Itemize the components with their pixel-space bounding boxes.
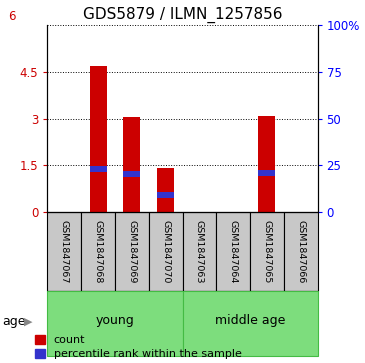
Bar bbox=[216, 212, 250, 291]
Bar bbox=[123, 117, 140, 212]
Legend: count, percentile rank within the sample: count, percentile rank within the sample bbox=[35, 335, 242, 359]
Text: GSM1847068: GSM1847068 bbox=[93, 220, 103, 283]
Bar bbox=[284, 212, 318, 291]
Bar bbox=[258, 116, 275, 212]
Text: ▶: ▶ bbox=[24, 316, 32, 326]
Text: GSM1847064: GSM1847064 bbox=[228, 220, 238, 283]
Text: GSM1847070: GSM1847070 bbox=[161, 220, 170, 283]
Text: GSM1847063: GSM1847063 bbox=[195, 220, 204, 284]
Bar bbox=[182, 212, 216, 291]
Bar bbox=[81, 212, 115, 291]
Bar bbox=[149, 212, 182, 291]
Text: age: age bbox=[2, 315, 25, 328]
Bar bbox=[250, 212, 284, 291]
Text: middle age: middle age bbox=[215, 314, 285, 327]
Bar bbox=[47, 291, 182, 356]
Bar bbox=[157, 168, 174, 212]
Bar bbox=[90, 66, 107, 212]
Bar bbox=[47, 212, 81, 291]
Bar bbox=[258, 170, 275, 176]
Bar bbox=[182, 291, 318, 356]
Bar bbox=[157, 192, 174, 198]
Text: young: young bbox=[96, 314, 134, 327]
Bar bbox=[123, 171, 140, 177]
Bar bbox=[90, 166, 107, 172]
Text: GSM1847066: GSM1847066 bbox=[296, 220, 305, 283]
Text: GSM1847069: GSM1847069 bbox=[127, 220, 137, 283]
Bar bbox=[115, 212, 149, 291]
Text: GSM1847065: GSM1847065 bbox=[262, 220, 272, 283]
Title: GDS5879 / ILMN_1257856: GDS5879 / ILMN_1257856 bbox=[83, 7, 282, 23]
Text: GSM1847067: GSM1847067 bbox=[60, 220, 69, 283]
Text: 6: 6 bbox=[8, 10, 16, 23]
